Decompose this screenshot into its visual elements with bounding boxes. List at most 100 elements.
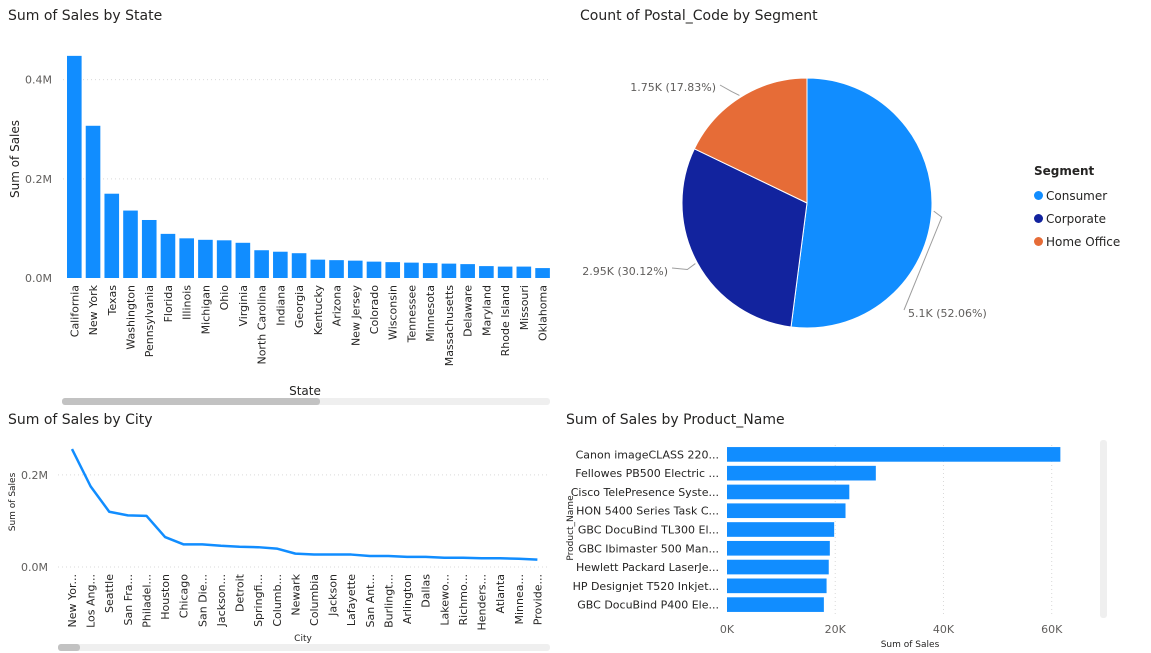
product-xtick-label: 60K <box>1041 623 1063 636</box>
product-ytick-label: GBC DocuBind TL300 El... <box>578 524 719 537</box>
state-xtick-label: Florida <box>162 285 175 322</box>
legend-dot-corporate <box>1034 214 1043 223</box>
city-y-axis-title: Sum of Sales <box>8 472 18 531</box>
city-xtick-label: Springfi... <box>252 574 265 627</box>
product-ytick-label: GBC Ibimaster 500 Man... <box>578 542 719 555</box>
state-xtick-label: New Jersey <box>349 285 362 347</box>
city-xtick-label: Atlanta <box>494 574 507 613</box>
city-xtick-label: Columbia <box>308 574 321 626</box>
legend-label-home-office: Home Office <box>1046 234 1121 249</box>
state-bar-wisconsin <box>385 262 401 278</box>
city-x-axis-title: City <box>294 634 312 644</box>
city-xtick-label: San Ant... <box>364 574 377 628</box>
state-bar-michigan <box>198 239 213 278</box>
product-ytick-label: GBC DocuBind P400 Ele... <box>577 599 719 612</box>
state-xtick-label: California <box>68 285 81 337</box>
state-xtick-label: Massachusetts <box>443 285 456 367</box>
product-ytick-label: Canon imageCLASS 220... <box>576 448 719 461</box>
state-xtick-label: Minnesota <box>424 285 437 342</box>
pie-slice-home-office <box>693 77 808 204</box>
city-scrollbar-thumb[interactable] <box>58 644 80 651</box>
legend-item-corporate[interactable]: Corporate <box>1034 207 1120 230</box>
product-bar <box>727 578 827 594</box>
city-chart-title: Sum of Sales by City <box>8 412 153 428</box>
state-xtick-label: Indiana <box>274 285 287 326</box>
state-xtick-label: Delaware <box>462 285 475 337</box>
segment-legend: Segment Consumer Corporate Home Office <box>1034 164 1120 253</box>
state-bar-missouri <box>516 266 532 278</box>
segment-chart-title: Count of Postal_Code by Segment <box>580 8 818 24</box>
state-bar-delaware <box>460 264 475 278</box>
city-xtick-label: Columb... <box>271 574 284 627</box>
product-bar <box>727 559 829 575</box>
city-xtick-label: Provide... <box>531 574 544 625</box>
city-xtick-label: Detroit <box>234 573 247 612</box>
city-xtick-label: Los Ang... <box>85 574 98 628</box>
pie-slice-consumer <box>790 77 933 329</box>
city-xtick-label: Jackson... <box>215 574 228 627</box>
state-bar-arizona <box>329 260 344 278</box>
state-xtick-label: Rhode Island <box>499 285 512 356</box>
city-xtick-label: Burlingt... <box>382 574 395 628</box>
product-sales-panel: Sum of Sales by Product_Name 0K 20K 40K 60K… <box>560 408 1151 653</box>
state-bar-oklahoma <box>535 268 550 278</box>
state-xtick-label: Maryland <box>480 285 493 336</box>
state-bar-florida <box>160 233 176 278</box>
product-bar <box>727 522 835 537</box>
state-xtick-label: Pennsylvania <box>143 285 156 357</box>
product-chart-title: Sum of Sales by Product_Name <box>566 412 785 428</box>
city-xtick-label: Lakewo... <box>438 574 451 626</box>
product-ytick-label: Hewlett Packard LaserJe... <box>576 561 719 574</box>
state-scrollbar-thumb[interactable] <box>62 398 320 405</box>
state-x-axis-title: State <box>289 384 321 398</box>
pie-leader-line <box>719 84 740 96</box>
product-x-axis-title: Sum of Sales <box>881 640 940 650</box>
product-ytick-label: Fellowes PB500 Electric ... <box>575 467 719 480</box>
state-xtick-label: New York <box>87 284 100 335</box>
legend-label-consumer: Consumer <box>1046 188 1108 203</box>
state-xtick-label: Ohio <box>218 285 231 311</box>
city-xtick-label: Seattle <box>103 574 116 613</box>
state-bar-tennessee <box>404 262 419 278</box>
state-sales-panel: Sum of Sales by State 0.0M 0.2M 0.4M Califo… <box>0 0 560 408</box>
pie-slice-corporate <box>681 148 808 328</box>
product-bar <box>727 503 846 519</box>
city-horizontal-scrollbar[interactable] <box>58 644 550 651</box>
state-chart-title: Sum of Sales by State <box>8 8 163 24</box>
pie-data-label: 2.95K (30.12%) <box>582 265 668 278</box>
product-vertical-scrollbar[interactable] <box>1100 440 1107 618</box>
segment-pie-panel: Count of Postal_Code by Segment 5.1K (52… <box>570 0 1151 408</box>
state-bar-colorado <box>366 261 382 278</box>
pie-leader-line <box>903 210 943 311</box>
pie-leader-line <box>671 263 696 271</box>
legend-item-home-office[interactable]: Home Office <box>1034 230 1120 253</box>
product-bar <box>727 465 876 481</box>
state-xtick-label: Oklahoma <box>537 285 550 341</box>
product-xtick-label: 20K <box>825 623 847 636</box>
product-bar <box>727 447 1061 462</box>
state-ytick-label: 0.4M <box>25 74 52 87</box>
state-bar-new-jersey <box>347 260 363 278</box>
city-xtick-label: New Yor... <box>66 574 79 627</box>
state-bar-maryland <box>479 266 494 278</box>
legend-label-corporate: Corporate <box>1046 211 1106 226</box>
product-ytick-label: Cisco TelePresence Syste... <box>571 486 719 499</box>
state-xtick-label: Missouri <box>518 285 531 330</box>
legend-item-consumer[interactable]: Consumer <box>1034 184 1120 207</box>
city-xtick-label: Newark <box>289 573 302 615</box>
city-xtick-label: San Fra... <box>122 574 135 625</box>
city-xtick-label: Arlington <box>401 574 414 624</box>
state-bar-california <box>67 55 82 278</box>
pie-data-label: 5.1K (52.06%) <box>908 307 987 320</box>
segment-pie-chart: 5.1K (52.06%) 2.95K (30.12%) 1.75K (17.83%… <box>582 77 987 329</box>
state-xtick-label: Georgia <box>293 285 306 328</box>
product-ytick-label: HON 5400 Series Task C... <box>576 505 719 518</box>
state-ytick-label: 0.2M <box>25 173 52 186</box>
state-xtick-label: Tennessee <box>405 285 418 344</box>
state-bar-texas <box>104 193 120 278</box>
state-bar-rhode-island <box>497 266 513 278</box>
state-bar-massachusetts <box>441 263 457 278</box>
state-xtick-label: Arizona <box>331 285 344 326</box>
product-xtick-label: 40K <box>933 623 955 636</box>
city-xtick-label: Chicago <box>178 574 191 618</box>
